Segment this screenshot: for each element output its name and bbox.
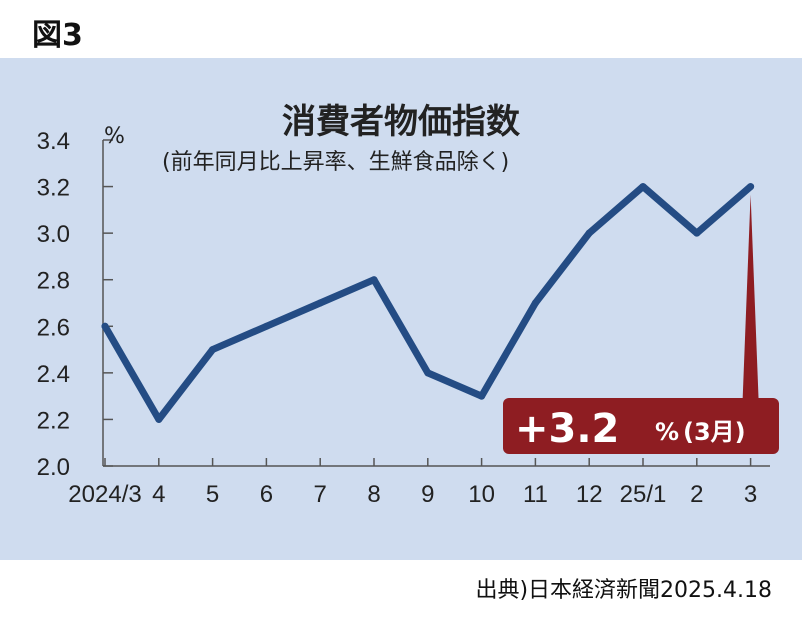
- y-tick-label: 2.4: [37, 361, 70, 388]
- callout-month: (3月): [683, 418, 746, 446]
- chart-subtitle: (前年同月比上昇率、生鮮食品除く): [162, 150, 510, 175]
- figure-label: 図3: [32, 18, 83, 53]
- chart-panel: [0, 58, 802, 560]
- callout-unit: %: [655, 418, 679, 446]
- source-note: 出典)日本経済新聞2025.4.18: [475, 578, 772, 603]
- x-tick-label: 5: [206, 481, 219, 508]
- x-tick-label: 2024/3: [68, 481, 141, 508]
- x-tick-label: 9: [421, 481, 434, 508]
- x-tick-label: 12: [576, 481, 603, 508]
- x-tick-label: 4: [152, 481, 165, 508]
- cpi-series-line: [101, 183, 755, 423]
- y-tick-label: 2.8: [37, 268, 70, 295]
- data-point: [316, 299, 324, 307]
- data-point: [370, 276, 378, 284]
- data-point: [209, 346, 217, 354]
- y-tick-label: 2.2: [37, 407, 70, 434]
- data-point: [531, 299, 539, 307]
- callout-box: [503, 398, 779, 454]
- data-point: [585, 229, 593, 237]
- y-tick-label: 3.0: [37, 221, 70, 248]
- data-point: [639, 183, 647, 191]
- x-tick-label: 6: [260, 481, 273, 508]
- data-point: [747, 183, 755, 191]
- x-tick-label: 10: [468, 481, 495, 508]
- callout-pointer: [742, 194, 759, 400]
- data-point: [478, 392, 486, 400]
- x-tick-label: 8: [367, 481, 380, 508]
- data-point: [424, 369, 432, 377]
- data-point: [262, 322, 270, 330]
- y-tick-label: 2.0: [37, 454, 70, 481]
- chart-title: 消費者物価指数: [282, 102, 520, 142]
- callout-value: +3.2: [515, 406, 619, 452]
- x-tick-label: 3: [744, 481, 757, 508]
- x-tick-label: 25/1: [620, 481, 667, 508]
- y-tick-label: 3.2: [37, 175, 70, 202]
- x-tick-label: 2: [690, 481, 703, 508]
- x-tick-label: 7: [314, 481, 327, 508]
- data-point: [693, 229, 701, 237]
- y-tick-label: 3.4: [37, 128, 70, 155]
- x-tick-label: 11: [523, 481, 548, 508]
- data-point: [155, 415, 163, 423]
- data-point: [101, 322, 109, 330]
- y-axis-unit: %: [104, 124, 125, 149]
- y-tick-label: 2.6: [37, 314, 70, 341]
